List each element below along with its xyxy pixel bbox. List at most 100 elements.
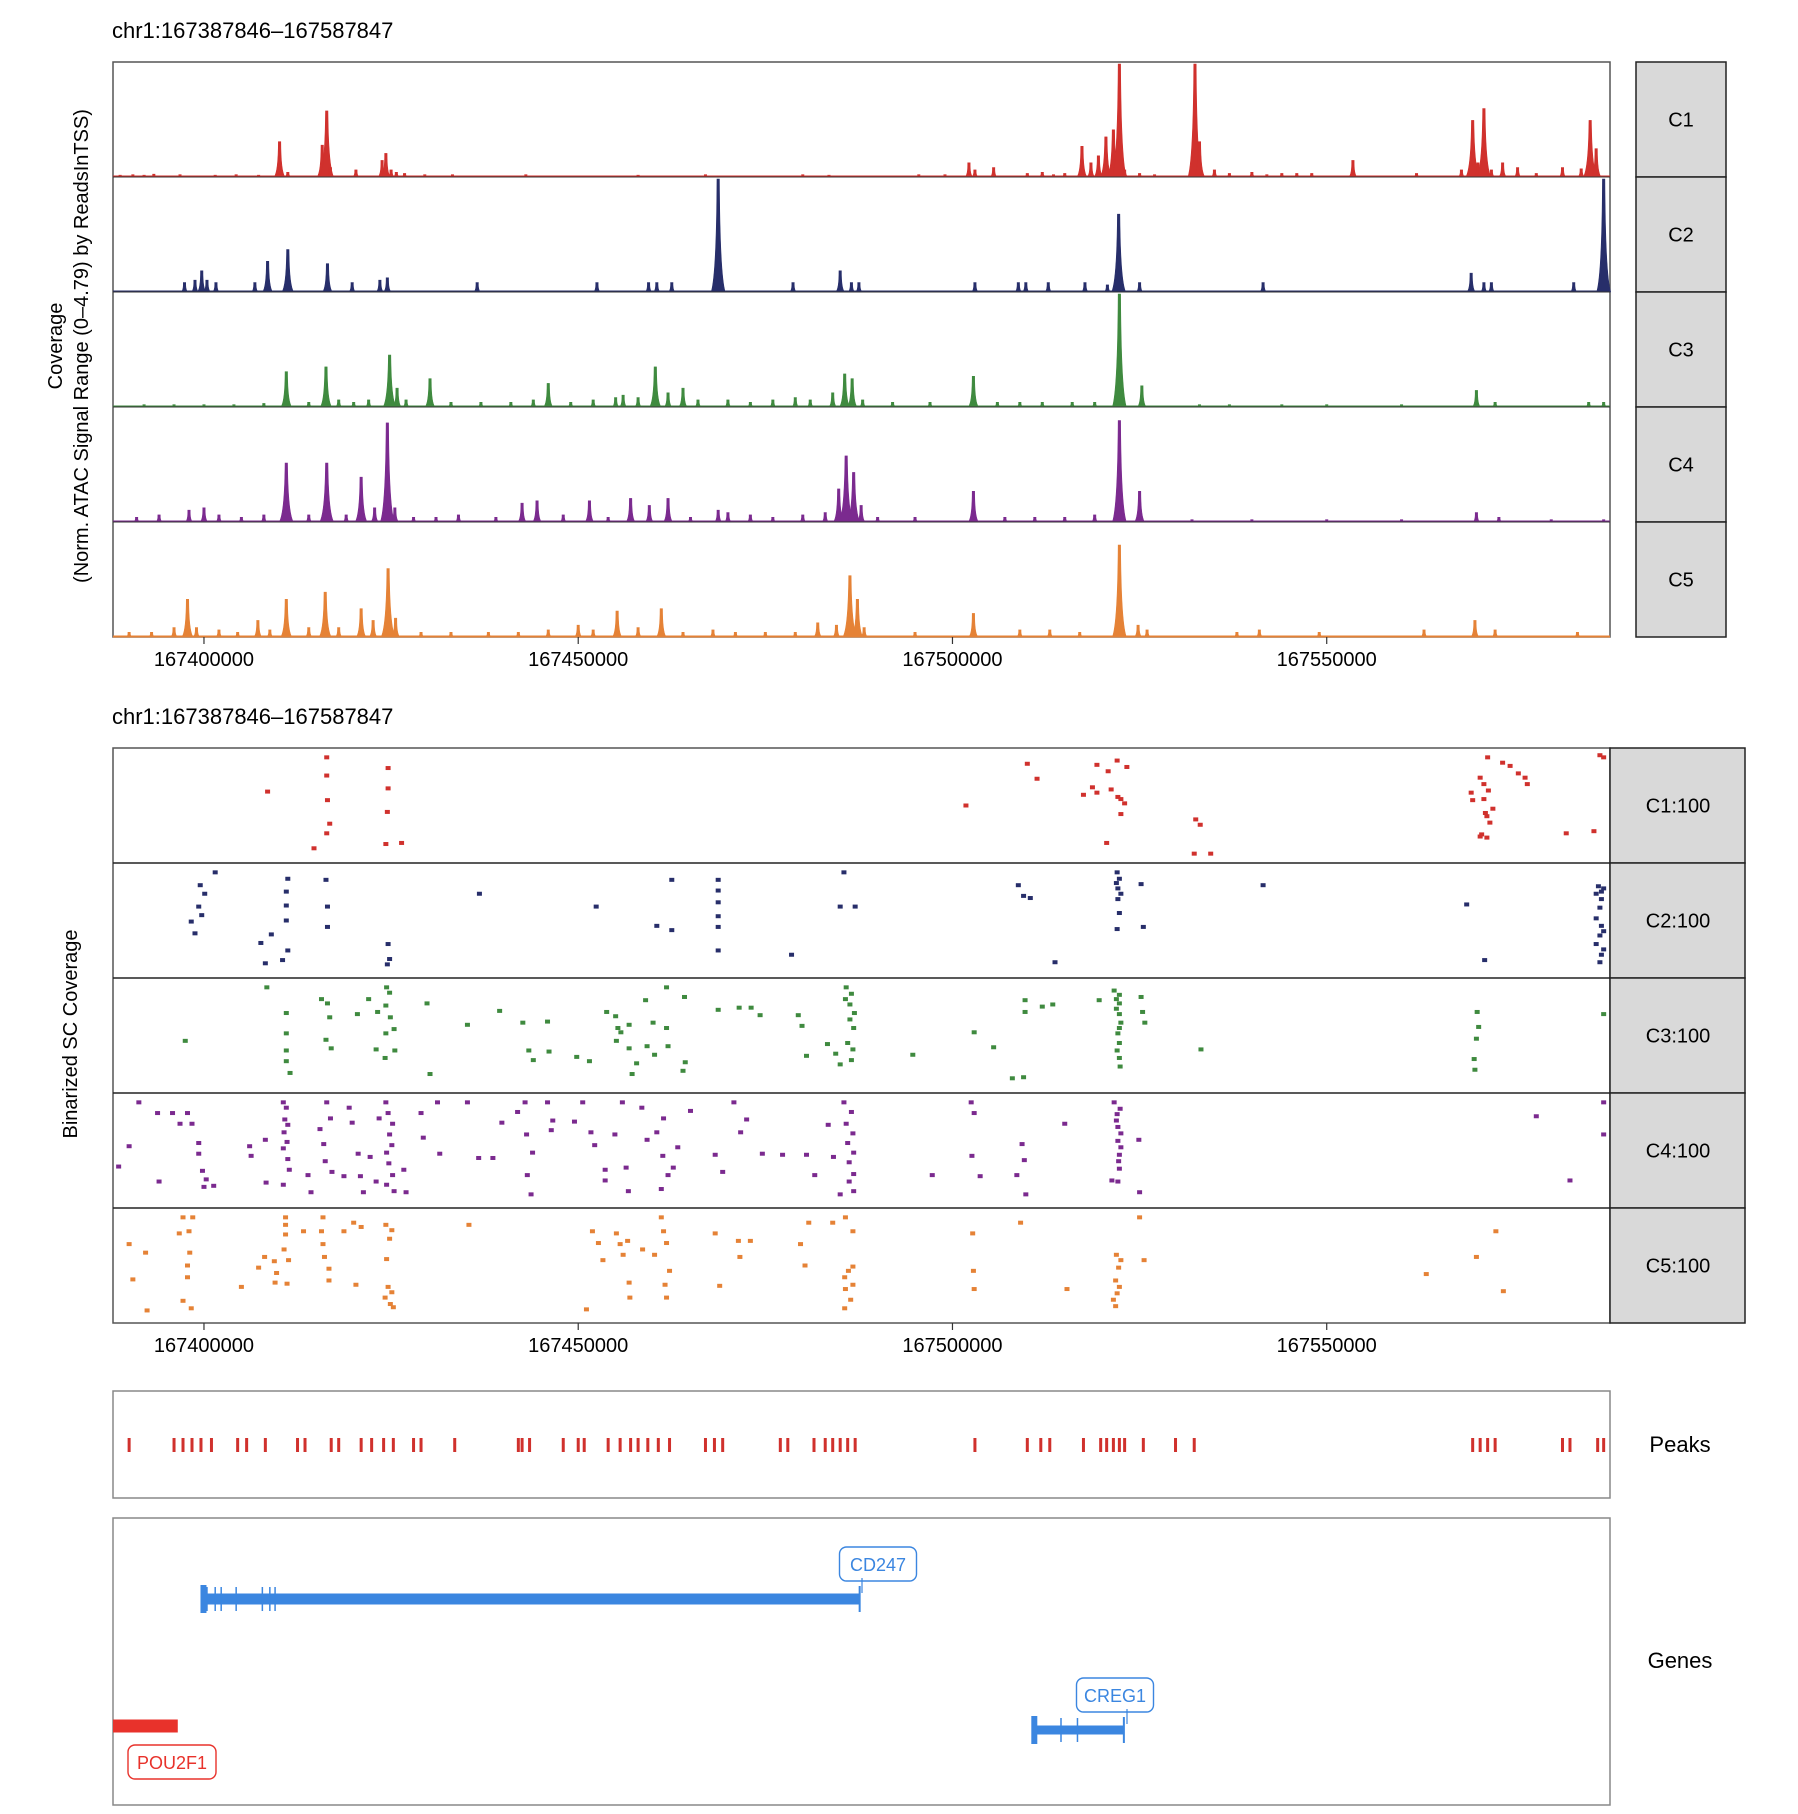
binarized-cell-C1 — [1114, 758, 1120, 763]
coverage-peak-C1 — [273, 141, 286, 178]
binarized-cell-C3 — [530, 1058, 536, 1063]
binarized-cell-C4 — [731, 1100, 737, 1105]
binarized-cell-C4 — [418, 1111, 424, 1116]
binarized-cell-C2 — [715, 914, 721, 919]
peak-mark — [778, 1438, 782, 1452]
binarized-cell-C3 — [843, 985, 849, 990]
binarized-cell-C2 — [593, 904, 599, 909]
binarized-cell-C4 — [390, 1121, 396, 1126]
coverage-peak-C4 — [319, 462, 335, 523]
binarized-cell-C4 — [851, 1189, 857, 1194]
binarized-cell-C1 — [324, 755, 330, 760]
binarized-cell-C4 — [843, 1121, 849, 1126]
binarized-cell-C4 — [327, 1116, 333, 1121]
binarized-cell-C4 — [528, 1192, 534, 1197]
binarized-cell-C4 — [720, 1169, 726, 1174]
binarized-cell-C1 — [327, 821, 333, 826]
coverage-peak-C3 — [319, 366, 333, 408]
binarized-cell-C4 — [283, 1105, 289, 1110]
binarized-cell-C3 — [1116, 1012, 1122, 1017]
coverage-peak-C5 — [390, 617, 401, 638]
binarized-cell-C4 — [385, 1111, 391, 1116]
binarized-cell-C4 — [285, 1157, 291, 1162]
coverage-strip-box — [1635, 61, 1727, 178]
binarized-cell-C1 — [1481, 782, 1487, 787]
binarized-cell-C1 — [1118, 812, 1124, 817]
peaks-label: Peaks — [1649, 1432, 1710, 1457]
binarized-cell-C4 — [376, 1116, 382, 1121]
binarized-cell-C1 — [265, 789, 271, 794]
binarized-cell-C4 — [1115, 1124, 1121, 1129]
peak-mark — [1039, 1438, 1043, 1452]
binarized-cell-C3 — [1601, 1012, 1607, 1017]
binarized-cell-C2 — [1593, 891, 1599, 896]
binarized-cell-C4 — [1115, 1138, 1121, 1143]
gene-label-text: CREG1 — [1084, 1686, 1146, 1706]
binarized-cell-C5 — [626, 1280, 632, 1285]
binarized-cell-C5 — [283, 1215, 289, 1220]
binarized-cell-C5 — [1113, 1304, 1119, 1309]
binarized-cell-C4 — [1601, 1132, 1607, 1137]
coverage-peak-C4 — [967, 491, 980, 523]
binarized-cell-C4 — [1115, 1179, 1121, 1184]
coverage-peak-C5 — [851, 598, 864, 638]
binarized-cell-C4 — [248, 1153, 254, 1158]
binarized-cell-C1 — [1104, 840, 1110, 845]
binarized-cell-C5 — [1113, 1252, 1119, 1257]
coverage-strips: C1 C2 C3 C4 C5 — [1635, 61, 1727, 638]
binarized-cell-C4 — [317, 1127, 323, 1132]
binarized-cell-C4 — [1136, 1137, 1142, 1142]
binarized-cell-C4 — [305, 1173, 311, 1178]
peak-mark — [561, 1438, 565, 1452]
binarized-cell-C5 — [970, 1268, 976, 1273]
binarized-cell-C4 — [383, 1100, 389, 1105]
binarized-cell-C4 — [969, 1153, 975, 1158]
binarized-cell-C5 — [664, 1295, 670, 1300]
binarized-strip-label: C4:100 — [1646, 1141, 1711, 1163]
binarized-cell-C3 — [1116, 992, 1122, 997]
coverage-peak-C1 — [1076, 146, 1088, 178]
binarized-cell-C4 — [580, 1100, 586, 1105]
binarized-cell-C3 — [833, 1051, 839, 1056]
peak-mark — [721, 1438, 725, 1452]
binarized-cell-C1 — [1468, 790, 1474, 795]
binarized-cell-C2 — [258, 940, 264, 945]
binarized-cell-C4 — [490, 1155, 496, 1160]
binarized-cell-C1 — [1485, 788, 1491, 793]
x-tick-label: 167500000 — [902, 1335, 1002, 1357]
coverage-peak-C2 — [321, 263, 334, 293]
binarized-cell-C5 — [188, 1306, 194, 1311]
binarized-cell-C3 — [613, 1014, 619, 1019]
binarized-cell-C5 — [326, 1278, 332, 1283]
coverage-peak-C2 — [1596, 178, 1612, 293]
binarized-cell-C2 — [1138, 882, 1144, 887]
binarized-cell-C3 — [634, 1061, 640, 1066]
binarized-cell-C1 — [1601, 755, 1607, 760]
binarized-cell-C3 — [545, 1019, 551, 1024]
binarized-cell-C3 — [1473, 1036, 1479, 1041]
binarized-cell-C3 — [318, 997, 324, 1002]
coverage-peak-C4 — [354, 476, 368, 523]
binarized-cell-C4 — [524, 1173, 530, 1178]
binarized-cell-C5 — [662, 1282, 668, 1287]
binarized-cell-C2 — [1598, 897, 1604, 902]
binarized-cell-C2 — [283, 918, 289, 923]
coverage-strip-C3: C3 — [1635, 291, 1727, 408]
coverage-peak-C5 — [368, 620, 379, 638]
binarized-cell-C4 — [185, 1111, 191, 1116]
binarized-cell-C4 — [384, 1150, 390, 1155]
binarized-cell-C5 — [341, 1229, 347, 1234]
binarized-cell-C2 — [841, 870, 847, 875]
peak-mark — [973, 1438, 977, 1452]
binarized-cell-C5 — [389, 1228, 395, 1233]
binarized-track-C1 — [265, 753, 1607, 856]
binarized-cell-C4 — [804, 1152, 810, 1157]
gene-label-text: CD247 — [850, 1555, 906, 1575]
binarized-tracks — [113, 753, 1610, 1313]
binarized-cell-C2 — [715, 877, 721, 882]
coverage-ylabel-line1: Coverage — [45, 303, 67, 390]
binarized-cell-C5 — [318, 1229, 324, 1234]
binarized-cell-C4 — [845, 1141, 851, 1146]
binarized-cell-C2 — [837, 904, 843, 909]
binarized-cell-C4 — [1117, 1106, 1123, 1111]
